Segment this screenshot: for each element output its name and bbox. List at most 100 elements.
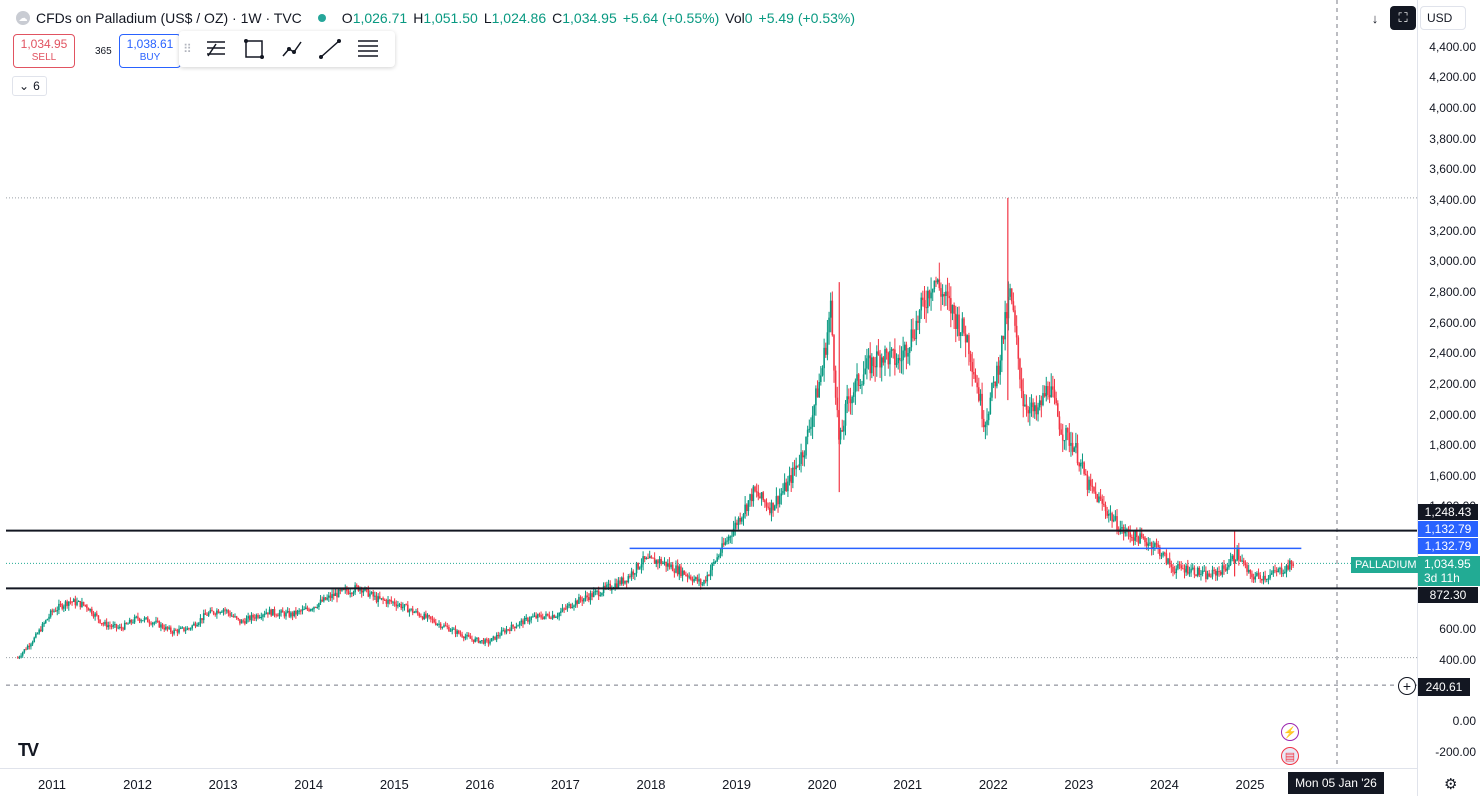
bar-countdown: 3d 11h (1424, 571, 1460, 585)
symbol-title[interactable]: CFDs on Palladium (US$ / OZ) · 1W · TVC (36, 10, 302, 26)
candle-body (128, 619, 131, 624)
horizontal-lines-icon (358, 40, 378, 57)
candle-body (996, 365, 998, 387)
candle-body (278, 612, 281, 616)
lightning-event-icon[interactable]: ⚡ (1281, 723, 1299, 741)
path-tool-button[interactable] (277, 34, 307, 64)
candle-body (413, 612, 416, 614)
candle-body (609, 583, 611, 590)
candle-body (796, 465, 799, 467)
candle-body (402, 606, 404, 609)
candle-body (1265, 578, 1268, 580)
candle-body (724, 541, 727, 545)
candle-body (811, 415, 814, 427)
last-price-label: 1,034.95 3d 11h (1418, 556, 1480, 586)
candle-body (1091, 485, 1094, 487)
candle-body (606, 584, 608, 587)
indicators-collapse-button[interactable]: ⌄ 6 (12, 76, 47, 96)
fib-retracement-tool-button[interactable] (201, 34, 231, 64)
candle-body (670, 564, 672, 568)
candle-body (752, 486, 755, 502)
candle-body (255, 615, 258, 619)
candle-body (89, 608, 91, 611)
candle-body (930, 292, 932, 299)
candle-body (1233, 555, 1235, 562)
candle-body (770, 502, 773, 514)
fib-extension-tool-button[interactable] (353, 34, 383, 64)
candle-body (221, 611, 223, 613)
chart-canvas[interactable] (0, 0, 1418, 768)
candle-body (109, 625, 111, 627)
candle-body (120, 626, 123, 629)
buy-price: 1,038.61 (126, 37, 174, 51)
candle-body (260, 616, 263, 618)
us-flag-event-icon[interactable]: ▤ (1281, 747, 1299, 765)
fullscreen-button[interactable]: ⛶ (1390, 6, 1416, 30)
candle-body (1239, 559, 1242, 562)
candle-body (1228, 564, 1230, 568)
drag-handle-icon[interactable]: ⠿ (183, 42, 192, 56)
candle-body (950, 298, 952, 314)
candle-body (535, 615, 537, 618)
candle-body (352, 592, 355, 594)
add-alert-plus-icon[interactable]: + (1398, 677, 1416, 695)
candle-body (757, 492, 760, 497)
candle-body (918, 310, 921, 323)
candle-body (35, 633, 37, 638)
market-status-icon[interactable] (317, 14, 326, 22)
candle-body (372, 592, 375, 597)
candle-body (155, 620, 157, 623)
candle-body (323, 597, 325, 602)
candle-body (1124, 531, 1127, 534)
candle-body (1287, 565, 1289, 570)
volume-change-value: +5.49 (+0.53%) (758, 10, 856, 26)
price-tick-label: 2,000.00 (1429, 407, 1476, 422)
buy-button[interactable]: 1,038.61 BUY (119, 34, 181, 68)
candle-body (629, 576, 631, 578)
rectangle-tool-button[interactable] (239, 34, 269, 64)
candle-body (737, 517, 740, 526)
candle-body (1241, 560, 1243, 562)
candle-body (285, 612, 287, 617)
candle-body (905, 344, 908, 357)
candle-body (657, 560, 659, 564)
candle-body (130, 619, 133, 623)
candle-body (604, 585, 607, 587)
candle-body (739, 517, 741, 522)
candle-body (63, 606, 65, 609)
candle-body (1056, 403, 1059, 417)
candle-body (563, 608, 565, 610)
gear-icon[interactable]: ⚙ (1444, 776, 1458, 793)
trend-line-tool-button[interactable] (315, 34, 345, 64)
price-tick-label: 600.00 (1439, 622, 1476, 637)
candle-body (1168, 558, 1171, 565)
candle-body (123, 622, 126, 630)
candle-body (59, 603, 62, 605)
tradingview-logo[interactable]: TV (18, 740, 39, 760)
candle-body (1203, 570, 1206, 572)
path-icon (282, 41, 302, 57)
candle-body (545, 613, 547, 617)
candle-body (818, 381, 820, 398)
price-tick-label: 3,800.00 (1429, 131, 1476, 146)
candle-body (991, 382, 993, 398)
candle-body (844, 403, 847, 426)
candle-body (341, 589, 343, 591)
candle-body (390, 600, 393, 602)
candle-body (617, 580, 620, 588)
currency-selector[interactable]: USD (1420, 6, 1466, 30)
sell-button[interactable]: 1,034.95 SELL (13, 34, 75, 68)
candle-body (334, 592, 337, 596)
candle-body (1144, 537, 1146, 543)
candle-body (954, 313, 957, 329)
candle-body (374, 595, 376, 597)
download-button[interactable]: ↓ (1362, 6, 1388, 30)
candle-body (1108, 513, 1110, 516)
candle-body (400, 604, 402, 609)
candle-body (1084, 473, 1087, 475)
open-label: O (341, 10, 353, 26)
candle-body (668, 563, 671, 568)
candle-body (313, 606, 315, 610)
candle-body (148, 622, 151, 624)
candle-body (1238, 549, 1240, 560)
